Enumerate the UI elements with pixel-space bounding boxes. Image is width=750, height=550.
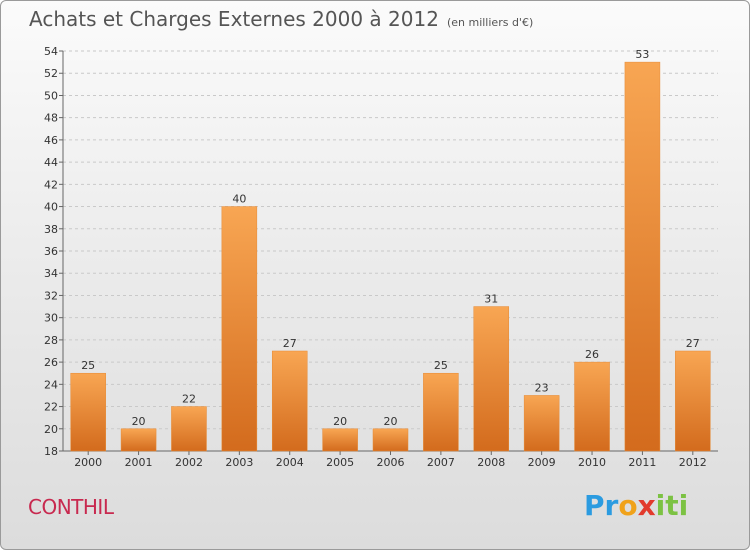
x-tick-label: 2005 (326, 456, 354, 469)
y-tick-label: 54 (44, 45, 58, 58)
y-tick-label: 46 (44, 134, 58, 147)
logo-part-1: Pr (584, 489, 619, 522)
bar (624, 61, 661, 452)
logo-part-3: x (637, 489, 656, 522)
bar-value-label: 26 (585, 348, 599, 361)
y-tick-label: 40 (44, 201, 58, 214)
chart-subtitle: (en milliers d'€) (446, 16, 534, 29)
bar (675, 350, 711, 452)
x-tick-label: 2006 (377, 456, 405, 469)
bar (120, 428, 157, 452)
bar-value-label: 23 (535, 381, 549, 394)
commune-name: CONTHIL (28, 495, 114, 519)
x-tick-label: 2012 (679, 456, 707, 469)
bar (372, 428, 409, 452)
bar-value-label: 53 (635, 48, 649, 61)
bar-value-label: 25 (434, 359, 448, 372)
bar (221, 206, 258, 452)
x-tick-label: 2003 (225, 456, 253, 469)
proxiti-logo: Proxiti (584, 489, 688, 522)
y-tick-label: 34 (44, 267, 58, 280)
bar (271, 350, 308, 452)
bars: 25 20 22 40 27 20 20 25 31 23 26 53 27 (70, 48, 711, 452)
bar-value-label: 25 (81, 359, 95, 372)
x-tick-label: 2011 (628, 456, 656, 469)
x-tick-label: 2002 (175, 456, 203, 469)
y-tick-label: 44 (44, 156, 58, 169)
chart-title-text: Achats et Charges Externes 2000 à 2012 (29, 7, 439, 31)
y-tick-label: 32 (44, 289, 58, 302)
bar-value-label: 22 (182, 393, 196, 406)
bar (523, 395, 560, 452)
bar-value-label: 20 (132, 415, 146, 428)
y-tick-label: 52 (44, 67, 58, 80)
y-tick-label: 30 (44, 312, 58, 325)
bar (423, 372, 459, 452)
chart-title: Achats et Charges Externes 2000 à 2012 (e… (29, 7, 533, 31)
y-tick-label: 48 (44, 112, 58, 125)
y-tick-label: 42 (44, 178, 58, 191)
bar-value-label: 20 (384, 415, 398, 428)
grid-lines (63, 50, 718, 452)
x-tick-label: 2007 (427, 456, 455, 469)
x-tick-label: 2009 (528, 456, 556, 469)
y-tick-label: 28 (44, 334, 58, 347)
y-tick-label: 20 (44, 423, 58, 436)
bar (574, 361, 610, 452)
y-axis: 18 20 22 24 26 28 30 32 34 36 38 40 42 44 46 48 50 52 54 (44, 45, 64, 458)
bar (171, 406, 207, 452)
y-tick-label: 22 (44, 401, 58, 414)
logo-part-4: iti (655, 489, 689, 522)
y-tick-label: 18 (44, 445, 58, 458)
bar-value-label: 27 (283, 337, 297, 350)
bar-value-label: 31 (484, 293, 498, 306)
bar-value-label: 20 (333, 415, 347, 428)
bar (322, 428, 358, 452)
x-tick-label: 2001 (125, 456, 153, 469)
bar (70, 372, 106, 452)
x-tick-label: 2008 (477, 456, 505, 469)
bar-value-label: 27 (686, 337, 700, 350)
x-tick-label: 2010 (578, 456, 606, 469)
bar (473, 306, 510, 452)
y-tick-label: 38 (44, 223, 58, 236)
y-tick-label: 24 (44, 378, 58, 391)
y-tick-label: 26 (44, 356, 58, 369)
y-tick-label: 36 (44, 245, 58, 258)
x-tick-label: 2000 (74, 456, 102, 469)
x-axis: 2000 2001 2002 2003 2004 2005 2006 2007 2008 2009… (63, 450, 718, 469)
bar-value-label: 40 (232, 193, 246, 206)
logo-part-2: o (618, 489, 638, 522)
y-tick-label: 50 (44, 89, 58, 102)
x-tick-label: 2004 (276, 456, 304, 469)
